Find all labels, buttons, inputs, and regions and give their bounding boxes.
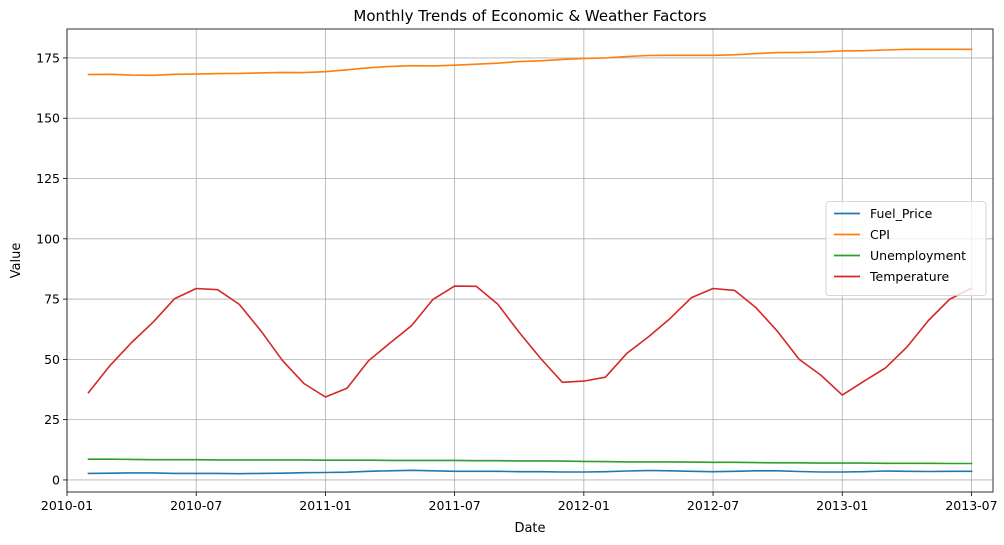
- x-axis: 2010-01 2010-07 2011-01 2011-07 2012-01 2012-…: [41, 492, 998, 513]
- y-tick-label: 150: [36, 111, 60, 126]
- y-tick-label: 125: [36, 171, 60, 186]
- y-tick-label: 100: [36, 231, 60, 246]
- y-tick-label: 0: [52, 472, 60, 487]
- x-tick-label: 2011-01: [299, 498, 351, 513]
- y-axis: 0 25 50 75 100 125 150 175: [36, 50, 67, 487]
- y-tick-label: 75: [44, 292, 60, 307]
- legend-label: CPI: [870, 227, 890, 242]
- y-tick-label: 175: [36, 50, 60, 65]
- x-tick-label: 2010-01: [41, 498, 93, 513]
- series-layer: [87, 48, 973, 475]
- legend-label: Temperature: [869, 269, 949, 284]
- series-line-fuel-price: [87, 469, 973, 475]
- series-line-temperature: [87, 285, 973, 398]
- x-tick-label: 2013-01: [816, 498, 868, 513]
- legend-label: Fuel_Price: [870, 206, 933, 221]
- plot-frame: [66, 28, 994, 493]
- x-tick-label: 2010-07: [170, 498, 222, 513]
- legend: Fuel_Price CPI Unemployment Temperature: [825, 201, 987, 296]
- legend-box: [825, 201, 987, 296]
- series-line-cpi: [87, 48, 973, 77]
- y-tick-label: 25: [44, 412, 60, 427]
- x-tick-label: 2013-07: [945, 498, 997, 513]
- chart-title: Monthly Trends of Economic & Weather Fac…: [353, 7, 706, 25]
- y-tick-label: 50: [44, 352, 60, 367]
- y-axis-title: Value: [9, 243, 24, 279]
- series-line-unemployment: [87, 458, 973, 465]
- x-axis-title: Date: [514, 521, 545, 536]
- x-tick-label: 2012-01: [558, 498, 610, 513]
- x-tick-label: 2011-07: [429, 498, 481, 513]
- legend-label: Unemployment: [870, 248, 966, 263]
- x-tick-label: 2012-07: [687, 498, 739, 513]
